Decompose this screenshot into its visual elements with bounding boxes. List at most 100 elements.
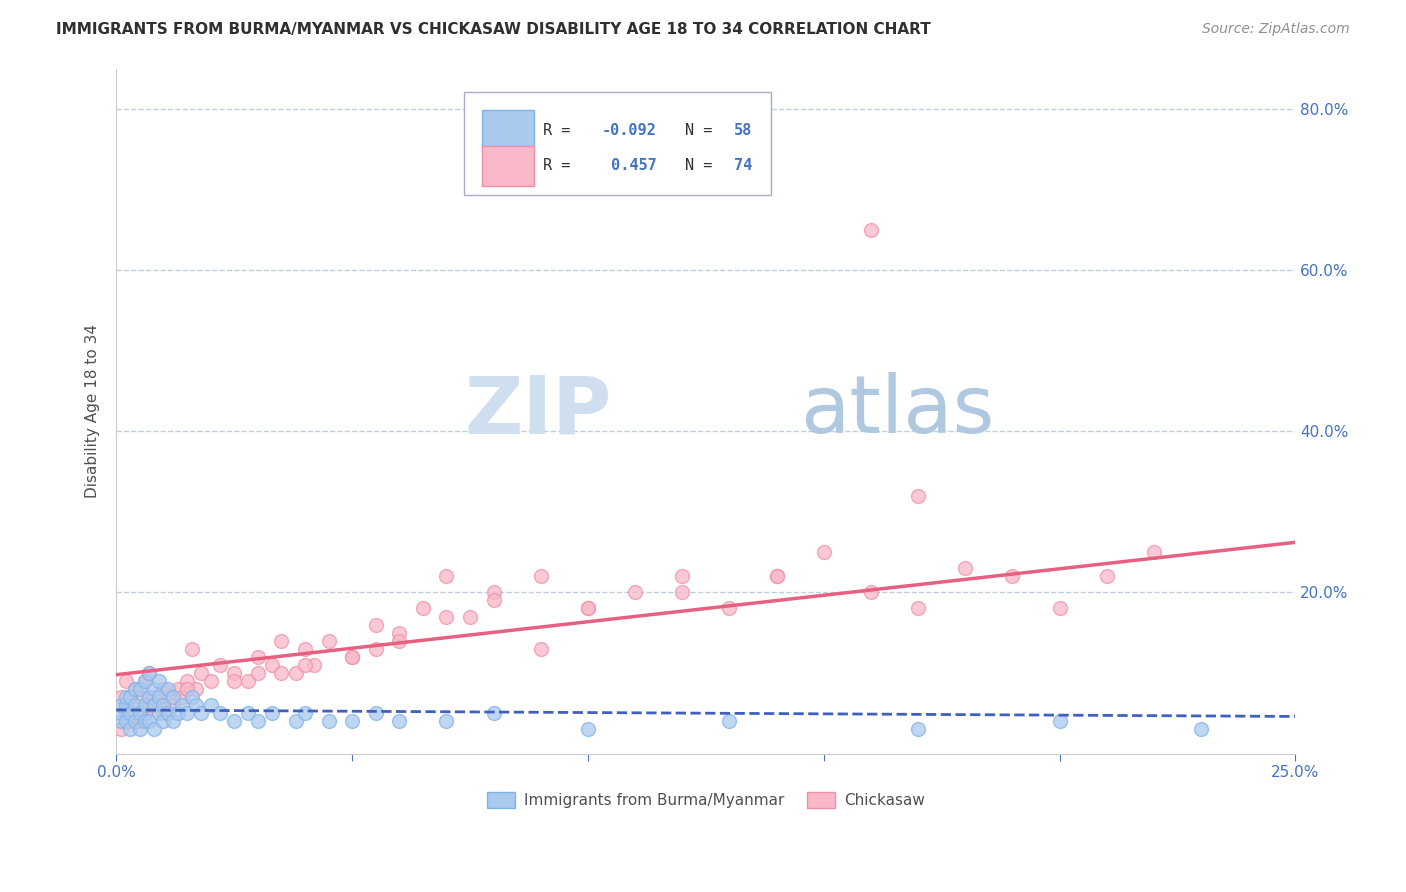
Point xyxy=(270,665,292,680)
Point xyxy=(124,681,146,696)
Point xyxy=(148,690,170,705)
Point xyxy=(172,690,194,705)
Point xyxy=(482,585,505,599)
Point xyxy=(114,714,136,729)
Text: -0.092: -0.092 xyxy=(602,123,657,137)
Point xyxy=(152,706,174,721)
Point xyxy=(224,665,246,680)
Point xyxy=(110,723,132,737)
FancyBboxPatch shape xyxy=(482,146,534,186)
Point xyxy=(124,698,146,713)
Text: 0.457: 0.457 xyxy=(602,158,657,173)
Point xyxy=(671,585,693,599)
Point xyxy=(1049,601,1071,615)
Point xyxy=(176,673,198,688)
Legend: Immigrants from Burma/Myanmar, Chickasaw: Immigrants from Burma/Myanmar, Chickasaw xyxy=(481,786,931,814)
Point xyxy=(294,657,316,672)
Point xyxy=(176,681,198,696)
Point xyxy=(162,714,184,729)
Point xyxy=(364,641,387,656)
Point xyxy=(364,617,387,632)
Point xyxy=(482,593,505,607)
Point xyxy=(246,714,269,729)
Point xyxy=(412,601,434,615)
Point xyxy=(1095,569,1118,583)
Point xyxy=(1001,569,1024,583)
Point xyxy=(270,633,292,648)
Text: 74: 74 xyxy=(734,158,752,173)
Point xyxy=(138,665,160,680)
Point xyxy=(955,561,977,575)
Point xyxy=(907,723,929,737)
Point xyxy=(530,569,553,583)
Point xyxy=(143,681,166,696)
Point xyxy=(134,673,156,688)
Point xyxy=(340,649,363,664)
Point xyxy=(110,690,132,705)
Point xyxy=(128,681,150,696)
Point xyxy=(530,641,553,656)
Point xyxy=(238,706,260,721)
Point xyxy=(143,690,166,705)
Point xyxy=(260,706,283,721)
Text: ZIP: ZIP xyxy=(464,372,612,450)
Point xyxy=(180,690,202,705)
Point xyxy=(128,714,150,729)
Point xyxy=(120,690,142,705)
Point xyxy=(190,665,212,680)
Point xyxy=(110,714,132,729)
Point xyxy=(200,698,222,713)
Point xyxy=(148,673,170,688)
Point xyxy=(304,657,326,672)
Point xyxy=(813,545,835,559)
Point xyxy=(134,714,156,729)
Point xyxy=(260,657,283,672)
Point xyxy=(152,714,174,729)
Point xyxy=(120,706,142,721)
Text: N =: N = xyxy=(685,123,721,137)
Point xyxy=(114,673,136,688)
Point xyxy=(209,706,232,721)
Point xyxy=(138,698,160,713)
Point xyxy=(1143,545,1166,559)
Point xyxy=(186,681,208,696)
Point xyxy=(134,698,156,713)
Point xyxy=(148,698,170,713)
Point xyxy=(134,706,156,721)
Point xyxy=(157,681,180,696)
Point xyxy=(436,569,458,583)
Point xyxy=(482,706,505,721)
Point xyxy=(576,601,599,615)
Point xyxy=(340,649,363,664)
Point xyxy=(138,714,160,729)
Point xyxy=(114,698,136,713)
Point xyxy=(576,723,599,737)
Point xyxy=(224,673,246,688)
Point xyxy=(224,714,246,729)
Point xyxy=(388,633,411,648)
Point xyxy=(114,706,136,721)
Point xyxy=(110,698,132,713)
Text: atlas: atlas xyxy=(800,372,994,450)
Point xyxy=(718,601,741,615)
Y-axis label: Disability Age 18 to 34: Disability Age 18 to 34 xyxy=(86,324,100,498)
Point xyxy=(138,690,160,705)
Point xyxy=(114,690,136,705)
Point xyxy=(162,698,184,713)
Point xyxy=(284,665,307,680)
Point xyxy=(143,698,166,713)
Point xyxy=(166,706,188,721)
Point xyxy=(166,681,188,696)
Point xyxy=(765,569,787,583)
Point xyxy=(200,673,222,688)
Point xyxy=(157,690,180,705)
Point xyxy=(294,706,316,721)
Point xyxy=(152,698,174,713)
Text: IMMIGRANTS FROM BURMA/MYANMAR VS CHICKASAW DISABILITY AGE 18 TO 34 CORRELATION C: IMMIGRANTS FROM BURMA/MYANMAR VS CHICKAS… xyxy=(56,22,931,37)
Point xyxy=(190,706,212,721)
Point xyxy=(128,723,150,737)
Point xyxy=(576,601,599,615)
Point xyxy=(238,673,260,688)
Point xyxy=(907,489,929,503)
Point xyxy=(157,706,180,721)
